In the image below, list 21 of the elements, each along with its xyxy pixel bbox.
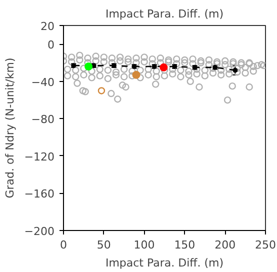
x-tick-label: 150 [174,238,196,252]
x-axis-title: Impact Para. Diff. (m) [105,256,224,270]
point [98,87,106,94]
point [232,68,238,73]
y-tick-label: −200 [24,225,55,238]
y-tick-label: 20 [40,20,55,33]
x-tick-label: 50 [96,238,111,252]
y-axis-title: Grad. of Ndry (N-unit/km) [3,58,16,198]
y-tick-label: 0 [48,38,54,52]
point [160,63,168,72]
point [132,70,140,79]
x-tick-label: 0 [60,238,67,252]
x-tick-label: 100 [134,238,155,252]
x-tick-label: 200 [214,238,236,252]
y-tick-label: −160 [24,188,55,201]
point [84,62,93,70]
y-tick-label: −40 [31,76,55,89]
chart-title: Impact Para. Diff. (m) [105,8,224,20]
y-tick-label: −120 [24,150,55,164]
x-tick-label: 250 [255,238,276,252]
y-tick-label: −80 [31,113,55,126]
